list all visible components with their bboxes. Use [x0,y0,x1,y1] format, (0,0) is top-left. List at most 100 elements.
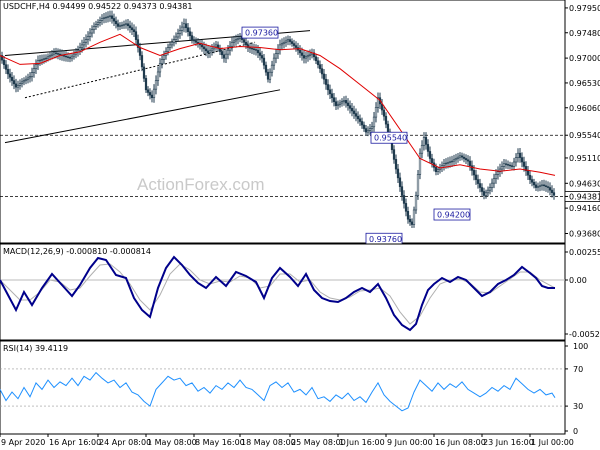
candle-body [434,166,438,172]
candle-body [58,53,62,56]
candle-body [220,51,224,56]
candle-body [214,44,218,48]
candle-body [270,64,274,73]
candle-body [500,166,504,170]
price-axis: 0.97950 0.97480 0.97000 0.96530 0.96060 0.955… [564,4,600,238]
level-label-boxes: 0.97360 0.95540 0.94200 0.93760 [241,26,471,245]
candle-body [522,161,526,167]
level-label-box [241,26,279,39]
candle-body [148,92,152,96]
candle-body [288,39,292,42]
candle-body [550,189,554,193]
candle-body [464,158,468,161]
x-tick-label: 24 Apr 08:00 [99,438,151,447]
candle-body [488,187,492,191]
macd-signal-line [0,263,556,325]
candle-body [234,39,238,42]
candle-body [530,179,534,183]
y-tick-label: 0.96060 [569,104,600,113]
candle-body [254,49,258,51]
candle-body [34,64,38,69]
candle-body [140,55,144,68]
candle-body [486,189,490,194]
candle-body [262,57,266,66]
candle-body [272,57,276,66]
candle-body [142,66,146,79]
rsi-title: RSI(14) 39.4119 [3,344,68,353]
candle-body [54,52,58,54]
y-tick-label: 0.95540 [569,131,600,140]
candle-body [364,128,368,133]
candle-body [298,49,302,54]
candle-body [268,71,272,80]
candle-body [264,64,268,73]
candle-body [62,55,66,57]
candle-body [110,15,114,19]
candle-body [508,164,512,167]
x-tick-label: 16 Jun 08:00 [435,438,486,447]
candle-body [520,157,524,163]
candle-body [174,36,178,40]
candle-body [446,162,450,164]
candle-body [248,47,252,49]
candle-body [128,25,132,29]
x-tick-label: 9 Jun 00:00 [387,438,433,447]
candle-body [394,159,398,170]
candle-body [112,18,116,22]
candle-body [360,121,364,126]
candle-body [302,55,306,59]
candle-body [442,163,446,167]
candle-body [98,20,102,23]
candle-body [238,36,242,39]
candle-body [224,53,228,59]
candle-body [70,55,74,59]
x-tick-label: 25 May 08:00 [291,438,346,447]
x-tick-label: 18 May 08:00 [241,438,296,447]
candle-body [190,35,194,40]
candle-body [328,89,332,95]
candle-body [80,44,84,48]
y-tick-label: 0.93680 [569,229,600,238]
x-tick-label: 8 May 16:00 [195,438,245,447]
candle-body [138,47,142,56]
candlesticks [0,10,556,229]
candle-body [312,52,316,58]
candle-body [40,59,44,61]
candle-body [130,27,134,31]
candle-body [362,124,366,129]
symbol-header: USDCHF,H4 0.94499 0.94522 0.94373 0.9438… [3,2,192,11]
candle-body [158,63,162,73]
candle-body [368,128,372,131]
trendline [4,89,281,144]
candle-body [366,130,370,133]
candle-body [330,93,334,99]
candle-body [480,187,484,192]
macd-y-tick-label: 0.002553 [569,248,600,257]
level-label-text: 0.97360 [245,29,278,38]
candle-body [286,39,290,42]
candle-body [512,161,516,167]
candle-body [26,77,30,80]
candle-body [546,186,550,188]
candle-body [370,126,374,129]
candle-body [88,32,92,37]
candle-body [108,15,112,17]
candle-body [300,52,304,56]
y-tick-label: 0.97480 [569,29,600,38]
x-tick-label: 1 Jun 16:00 [339,438,385,447]
candle-body [14,83,18,88]
candle-body [322,73,326,80]
candle-body [116,23,120,27]
rsi-axis: 100 70 30 0 [565,342,588,436]
candle-body [68,57,72,59]
candle-body [460,155,464,158]
candle-body [358,118,362,122]
candle-body [290,41,294,44]
candle-body [122,24,126,26]
candle-body [414,195,418,211]
candle-body [166,47,170,52]
candle-body [168,44,172,48]
candle-body [8,73,12,78]
